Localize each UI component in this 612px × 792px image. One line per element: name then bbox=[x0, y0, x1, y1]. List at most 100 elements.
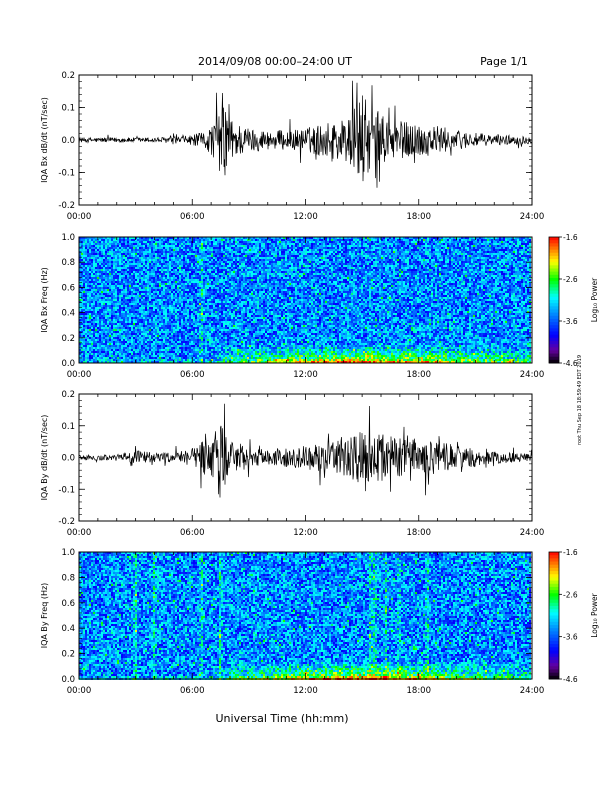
heatmap-cell bbox=[89, 271, 91, 273]
heatmap-cell bbox=[97, 285, 99, 287]
heatmap-cell bbox=[99, 297, 101, 299]
heatmap-cell bbox=[105, 261, 107, 263]
heatmap-cell bbox=[87, 347, 89, 349]
heatmap-cell bbox=[95, 257, 97, 259]
heatmap-cell bbox=[107, 257, 109, 259]
heatmap-cell bbox=[95, 345, 97, 347]
heatmap-cell bbox=[107, 323, 109, 325]
heatmap-cell bbox=[95, 315, 97, 317]
heatmap-cell bbox=[93, 285, 95, 287]
heatmap-cell bbox=[99, 271, 101, 273]
heatmap-cell bbox=[107, 341, 109, 343]
heatmap-cell bbox=[95, 265, 97, 267]
heatmap-cell bbox=[101, 357, 103, 359]
heatmap-cell bbox=[101, 287, 103, 289]
heatmap-cell bbox=[85, 301, 87, 303]
heatmap-cell bbox=[103, 265, 105, 267]
heatmap-cell bbox=[113, 279, 115, 281]
heatmap-cell bbox=[91, 275, 93, 277]
heatmap-cell bbox=[95, 251, 97, 253]
heatmap-cell bbox=[113, 241, 115, 243]
heatmap-cell bbox=[107, 285, 109, 287]
heatmap-cell bbox=[99, 277, 101, 279]
heatmap-cell bbox=[103, 275, 105, 277]
heatmap-cell bbox=[93, 303, 95, 305]
heatmap-cell bbox=[97, 271, 99, 273]
heatmap-cell bbox=[81, 289, 83, 291]
heatmap-cell bbox=[99, 245, 101, 247]
heatmap-cell bbox=[111, 341, 113, 343]
heatmap-cell bbox=[99, 305, 101, 307]
heatmap-cell bbox=[99, 255, 101, 257]
heatmap-cell bbox=[93, 287, 95, 289]
heatmap-cell bbox=[109, 291, 111, 293]
heatmap-cell bbox=[109, 357, 111, 359]
heatmap-cell bbox=[107, 315, 109, 317]
heatmap-cell bbox=[113, 289, 115, 291]
heatmap-cell bbox=[95, 261, 97, 263]
heatmap-cell bbox=[91, 265, 93, 267]
heatmap-cell bbox=[85, 277, 87, 279]
heatmap-cell bbox=[83, 243, 85, 245]
heatmap-cell bbox=[103, 261, 105, 263]
heatmap-cell bbox=[87, 247, 89, 249]
heatmap-cell bbox=[111, 335, 113, 337]
heatmap-cell bbox=[89, 263, 91, 265]
heatmap-cell bbox=[103, 327, 105, 329]
heatmap-cell bbox=[99, 251, 101, 253]
heatmap-cell bbox=[109, 259, 111, 261]
heatmap-cell bbox=[107, 299, 109, 301]
x-tick-label: 18:00 bbox=[407, 212, 432, 222]
heatmap-cell bbox=[85, 341, 87, 343]
heatmap-cell bbox=[93, 261, 95, 263]
heatmap-cell bbox=[107, 359, 109, 361]
heatmap-cell bbox=[89, 357, 91, 359]
heatmap-cell bbox=[81, 329, 83, 331]
heatmap-cell bbox=[99, 319, 101, 321]
heatmap-cell bbox=[93, 341, 95, 343]
heatmap-cell bbox=[107, 291, 109, 293]
heatmap-cell bbox=[93, 265, 95, 267]
heatmap-cell bbox=[113, 239, 115, 241]
heatmap-cell bbox=[89, 239, 91, 241]
heatmap-cell bbox=[99, 279, 101, 281]
heatmap-cell bbox=[89, 267, 91, 269]
heatmap-cell bbox=[91, 289, 93, 291]
heatmap-cell bbox=[101, 343, 103, 345]
heatmap-cell bbox=[91, 305, 93, 307]
heatmap-cell bbox=[103, 271, 105, 273]
heatmap-cell bbox=[103, 279, 105, 281]
heatmap-cell bbox=[97, 267, 99, 269]
heatmap-cell bbox=[93, 279, 95, 281]
heatmap-cell bbox=[97, 339, 99, 341]
heatmap-cell bbox=[101, 315, 103, 317]
heatmap-cell bbox=[105, 295, 107, 297]
heatmap-cell bbox=[97, 309, 99, 311]
heatmap-cell bbox=[95, 301, 97, 303]
heatmap-cell bbox=[85, 349, 87, 351]
heatmap-cell bbox=[85, 353, 87, 355]
heatmap-cell bbox=[93, 247, 95, 249]
heatmap-cell bbox=[101, 329, 103, 331]
heatmap-cell bbox=[101, 323, 103, 325]
heatmap-cell bbox=[109, 343, 111, 345]
heatmap-cell bbox=[103, 321, 105, 323]
heatmap-cell bbox=[105, 247, 107, 249]
heatmap-cell bbox=[97, 243, 99, 245]
heatmap-cell bbox=[111, 305, 113, 307]
heatmap-cell bbox=[105, 243, 107, 245]
heatmap-cell bbox=[85, 305, 87, 307]
heatmap-cell bbox=[97, 293, 99, 295]
heatmap-cell bbox=[105, 297, 107, 299]
heatmap-cell bbox=[93, 295, 95, 297]
heatmap-cell bbox=[93, 275, 95, 277]
heatmap-cell bbox=[99, 285, 101, 287]
heatmap-cell bbox=[83, 285, 85, 287]
heatmap-cell bbox=[95, 339, 97, 341]
heatmap-cell bbox=[103, 251, 105, 253]
heatmap-cell bbox=[95, 323, 97, 325]
heatmap-cell bbox=[89, 293, 91, 295]
heatmap-cell bbox=[97, 295, 99, 297]
heatmap-cell bbox=[93, 241, 95, 243]
heatmap-cell bbox=[107, 327, 109, 329]
